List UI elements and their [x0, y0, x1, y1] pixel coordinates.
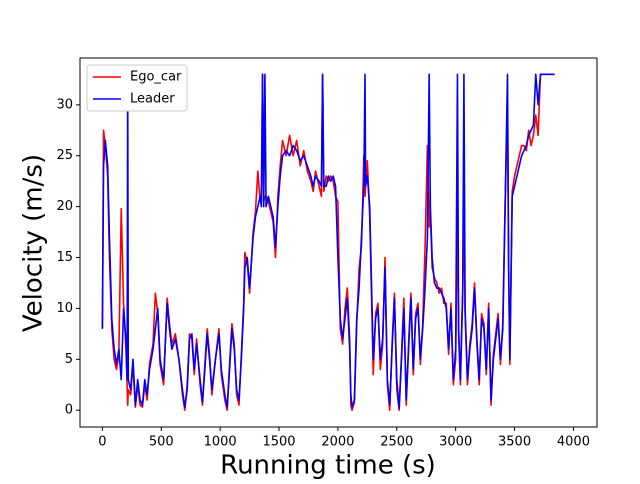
y-tick-label: 30: [56, 97, 73, 112]
x-tick-label: 3500: [498, 435, 531, 450]
x-tick-label: 2000: [321, 435, 354, 450]
legend-label: Leader: [130, 92, 175, 107]
y-tick-label: 15: [56, 250, 73, 265]
y-tick-label: 20: [56, 199, 73, 214]
x-tick-label: 1000: [204, 435, 237, 450]
y-tick-label: 10: [56, 301, 73, 316]
plot-frame: [79, 57, 598, 428]
x-tick-label: 4000: [557, 435, 590, 450]
x-tick-label: 2500: [380, 435, 413, 450]
x-tick-label: 1500: [262, 435, 295, 450]
x-tick-label: 500: [149, 435, 174, 450]
series-line: [101, 73, 555, 409]
y-tick-label: 5: [65, 352, 73, 367]
x-tick-label: 0: [98, 435, 106, 450]
y-axis-label: Velocity (m/s): [19, 154, 49, 332]
legend-label: Ego_car: [130, 70, 182, 85]
y-tick-label: 0: [65, 403, 73, 418]
x-axis-label: Running time (s): [220, 451, 436, 481]
x-tick-label: 3000: [439, 435, 472, 450]
y-tick-label: 25: [56, 148, 73, 163]
